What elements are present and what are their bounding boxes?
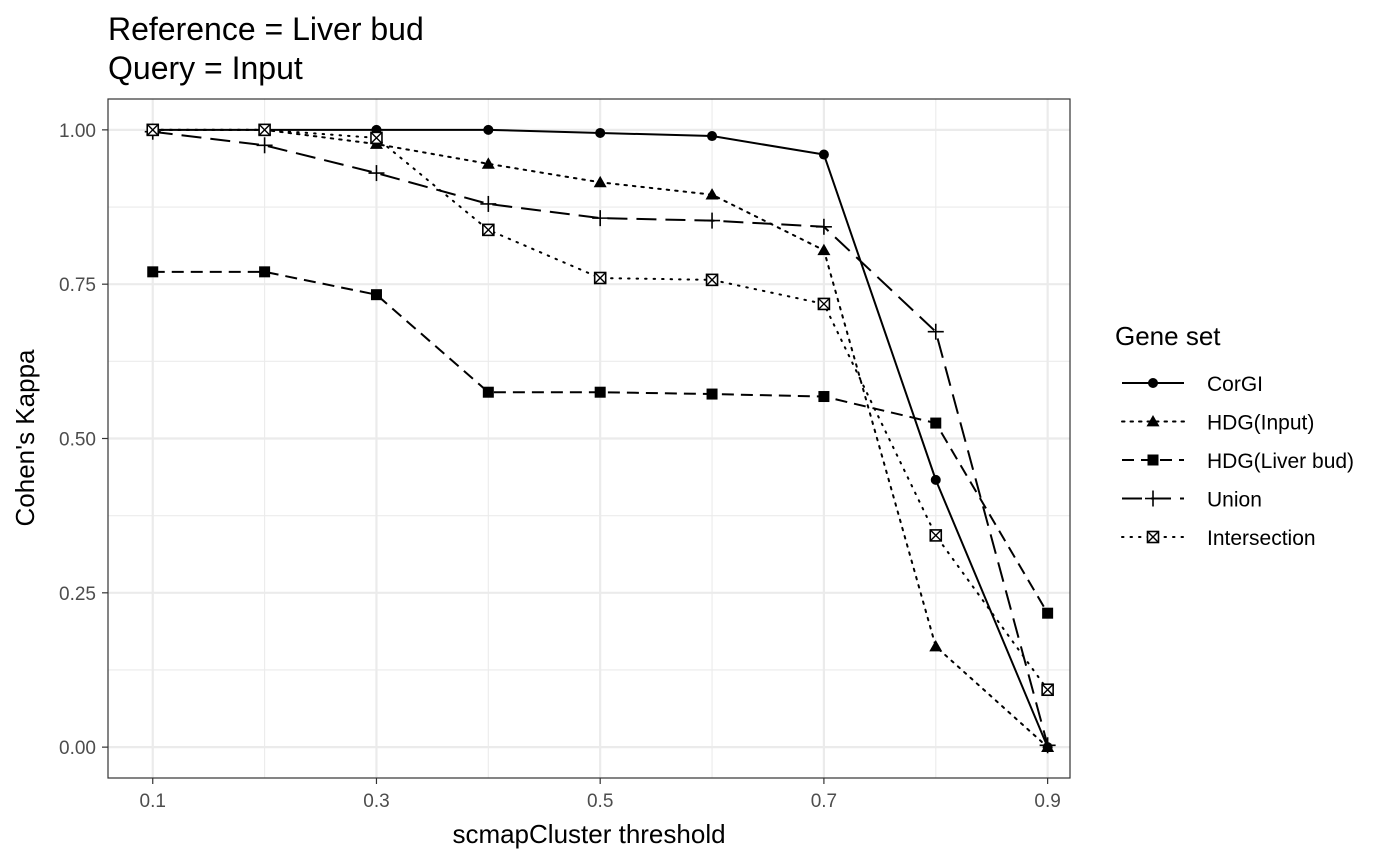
legend-marker	[1147, 454, 1159, 466]
y-tick-label: 0.00	[59, 738, 96, 759]
chart-title-line-2: Query = Input	[108, 50, 303, 86]
legend-item-CorGI: CorGI	[1122, 373, 1263, 396]
data-point	[368, 165, 385, 182]
data-point	[930, 474, 941, 485]
data-point	[707, 131, 718, 142]
data-point	[259, 266, 271, 278]
legend-label: Intersection	[1207, 527, 1316, 550]
data-point	[930, 417, 942, 429]
data-point	[706, 388, 718, 400]
grid-lines	[108, 99, 1070, 778]
data-point	[482, 223, 495, 237]
series-lines	[144, 123, 1056, 754]
series-HDG(Liver bud)	[147, 266, 1054, 619]
x-axis-title: scmapCluster threshold	[452, 819, 725, 849]
y-axis-ticks: 0.00 0.25 0.50 0.75 1.00	[59, 121, 108, 759]
x-tick-label: 0.3	[363, 791, 389, 812]
legend-item-HDG(Input): HDG(Input)	[1121, 412, 1314, 435]
data-point	[146, 123, 160, 137]
x-axis-ticks: 0.1 0.3 0.5 0.7 0.9	[140, 778, 1061, 812]
x-tick-label: 0.7	[811, 791, 837, 812]
data-point	[483, 124, 494, 135]
y-tick-label: 0.25	[59, 584, 96, 605]
legend-items: CorGI HDG(Input) HDG(Liver bud) Union Inters…	[1121, 373, 1354, 550]
data-point	[929, 640, 943, 652]
data-point	[147, 266, 159, 278]
data-point	[595, 127, 606, 138]
data-point	[370, 131, 383, 145]
legend-label: HDG(Liver bud)	[1207, 450, 1354, 473]
legend-item-Union: Union	[1122, 489, 1262, 512]
legend-item-Intersection: Intersection	[1121, 527, 1316, 550]
legend-label: HDG(Input)	[1207, 412, 1314, 435]
data-point	[482, 386, 494, 398]
legend: Gene set CorGI HDG(Input) HDG(Liver bud) Un…	[1115, 321, 1354, 550]
data-point	[594, 386, 606, 398]
legend-title: Gene set	[1115, 321, 1221, 351]
data-point	[815, 218, 832, 235]
x-tick-label: 0.1	[140, 791, 166, 812]
legend-marker	[1148, 378, 1158, 388]
y-tick-label: 1.00	[59, 121, 96, 142]
data-point	[929, 529, 943, 542]
chart-title-line-1: Reference = Liver bud	[108, 11, 424, 47]
legend-label: CorGI	[1207, 373, 1263, 396]
data-point	[1041, 683, 1054, 697]
data-point	[818, 391, 830, 403]
data-point	[370, 289, 382, 301]
data-point	[593, 271, 607, 285]
data-point	[927, 323, 944, 340]
y-axis-title: Cohen's Kappa	[10, 349, 40, 527]
data-point	[258, 123, 271, 137]
legend-marker	[1145, 490, 1161, 507]
data-point	[1042, 607, 1054, 619]
series-Intersection	[146, 123, 1054, 697]
legend-marker	[1146, 415, 1160, 427]
data-point	[705, 273, 719, 287]
data-point	[481, 157, 495, 169]
data-point	[592, 210, 609, 227]
data-point	[480, 195, 497, 212]
data-point	[817, 243, 831, 256]
data-point	[818, 149, 829, 160]
series-line-Union	[152, 130, 1049, 746]
series-Union	[144, 123, 1056, 754]
data-point	[705, 188, 719, 200]
legend-label: Union	[1207, 489, 1262, 512]
data-point	[817, 297, 831, 311]
x-tick-label: 0.9	[1034, 791, 1060, 812]
data-point	[1039, 737, 1056, 754]
data-point	[256, 137, 273, 154]
legend-item-HDG(Liver bud): HDG(Liver bud)	[1122, 450, 1354, 473]
data-point	[704, 212, 721, 229]
legend-marker	[1146, 530, 1160, 544]
y-tick-label: 0.75	[59, 275, 96, 296]
data-point	[593, 175, 607, 188]
x-tick-label: 0.5	[587, 791, 613, 812]
y-tick-label: 0.50	[59, 430, 96, 451]
